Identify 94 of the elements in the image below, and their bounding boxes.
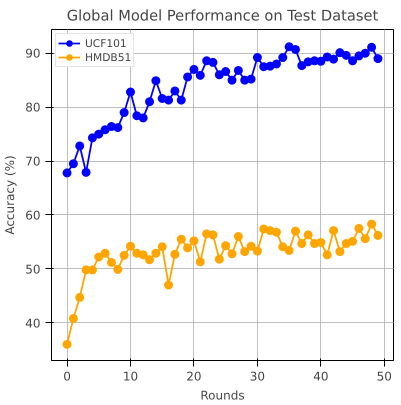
point xyxy=(170,250,180,259)
point xyxy=(94,130,104,139)
point xyxy=(151,248,160,258)
point xyxy=(329,54,338,64)
legend-label: UCF101 xyxy=(85,36,127,50)
point xyxy=(316,56,326,66)
x-tick-label: 40 xyxy=(313,370,328,384)
point xyxy=(272,60,281,68)
chart-title: Global Model Performance on Test Dataset xyxy=(66,8,378,24)
point xyxy=(145,255,154,264)
point xyxy=(113,264,122,274)
point xyxy=(138,250,148,260)
point xyxy=(196,70,205,80)
point xyxy=(228,249,237,258)
point xyxy=(322,250,332,260)
point xyxy=(221,67,230,76)
y-tick-label: 90 xyxy=(25,46,41,61)
point xyxy=(120,108,129,118)
point xyxy=(342,50,351,60)
point xyxy=(290,226,300,236)
point xyxy=(348,56,358,66)
point xyxy=(367,42,376,52)
point xyxy=(82,168,91,177)
point xyxy=(284,246,294,256)
point xyxy=(214,254,224,264)
point xyxy=(221,241,230,250)
point xyxy=(68,314,78,323)
point xyxy=(113,123,122,132)
point xyxy=(329,226,338,236)
point xyxy=(348,236,358,246)
point xyxy=(208,58,218,67)
point xyxy=(88,133,97,142)
point xyxy=(246,242,256,251)
point xyxy=(367,220,376,229)
point xyxy=(297,61,306,70)
x-tick-label: 30 xyxy=(250,370,266,384)
point xyxy=(126,88,135,97)
point xyxy=(151,76,160,86)
point xyxy=(183,243,192,252)
x-tick-label: 0 xyxy=(63,370,71,384)
point xyxy=(360,234,370,244)
point xyxy=(335,247,344,256)
point xyxy=(164,96,174,105)
point xyxy=(208,230,218,240)
point xyxy=(106,258,116,267)
point xyxy=(316,238,326,247)
point xyxy=(252,53,262,62)
point xyxy=(240,247,250,256)
point xyxy=(189,64,198,74)
point xyxy=(228,76,237,85)
point xyxy=(196,257,205,266)
point xyxy=(189,236,198,246)
point xyxy=(290,44,300,54)
point xyxy=(360,48,370,58)
point xyxy=(252,246,262,256)
point xyxy=(62,168,72,178)
point xyxy=(120,250,129,260)
point xyxy=(126,242,135,251)
x-tick-label: 10 xyxy=(122,370,138,384)
point xyxy=(100,248,110,258)
y-tick-label: 70 xyxy=(25,154,41,169)
point xyxy=(94,252,104,262)
y-tick-label: 60 xyxy=(25,208,41,222)
point xyxy=(176,234,186,244)
point xyxy=(158,242,167,252)
point xyxy=(164,280,174,290)
legend-label: HMDB51 xyxy=(85,50,132,64)
x-axis-title: Rounds xyxy=(200,388,245,402)
point xyxy=(176,96,186,105)
point xyxy=(68,159,78,168)
point xyxy=(278,53,288,62)
point xyxy=(246,74,256,84)
point xyxy=(234,232,243,241)
point xyxy=(272,228,281,237)
point xyxy=(75,292,84,302)
y-axis-title: Accuracy (%) xyxy=(3,155,18,235)
point xyxy=(183,72,192,82)
point xyxy=(138,113,148,122)
point xyxy=(62,340,72,349)
point xyxy=(278,242,288,252)
point xyxy=(373,54,382,64)
point xyxy=(297,239,306,248)
y-tick-label: 80 xyxy=(25,100,41,115)
point xyxy=(145,97,154,106)
x-tick-label: 50 xyxy=(376,370,392,384)
x-tick-label: 20 xyxy=(186,370,202,384)
point xyxy=(373,230,382,240)
y-tick-label: 50 xyxy=(25,262,41,276)
point xyxy=(354,224,364,233)
y-tick-label: 40 xyxy=(25,316,41,330)
point xyxy=(75,141,84,150)
point xyxy=(234,66,243,75)
point xyxy=(304,230,313,240)
point xyxy=(170,86,180,96)
